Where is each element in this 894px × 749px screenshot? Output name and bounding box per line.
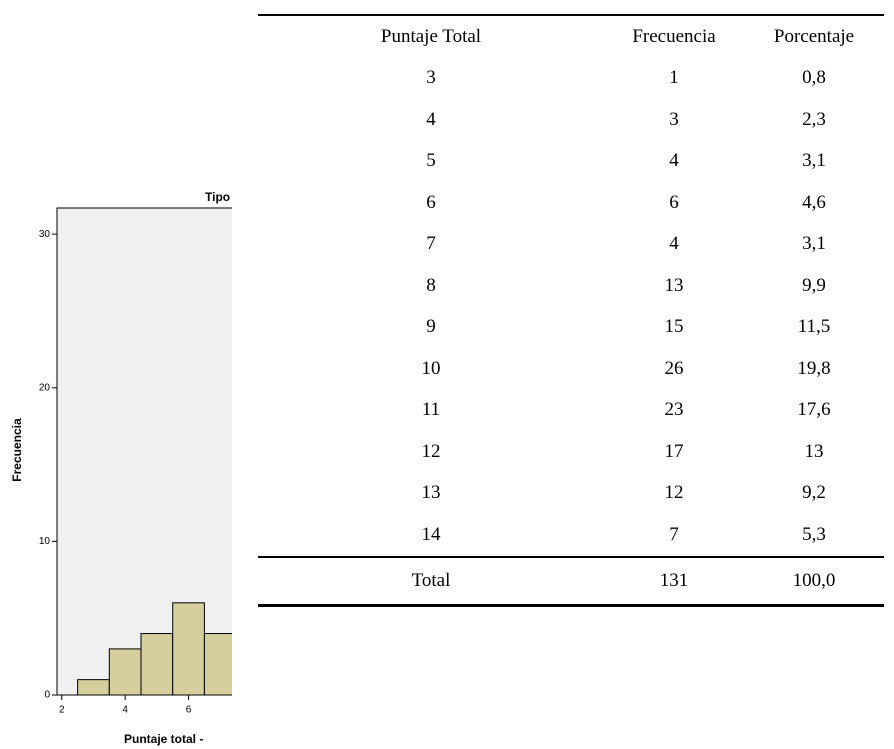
table-row: 6 6 4,6 bbox=[258, 182, 884, 224]
table-cell: 17,6 bbox=[797, 399, 831, 421]
table-row: 14 7 5,3 bbox=[258, 514, 884, 557]
table-cell: 2,3 bbox=[802, 108, 826, 130]
table-cell: 13 bbox=[421, 482, 441, 504]
table-cell: Total bbox=[411, 569, 451, 591]
table-cell: 5,3 bbox=[802, 523, 826, 545]
y-axis-label: Frecuencia bbox=[10, 418, 24, 482]
table-row: 4 3 2,3 bbox=[258, 99, 884, 141]
chart-title: Tipo bbox=[205, 190, 230, 204]
plot-area bbox=[56, 207, 232, 696]
bar bbox=[77, 679, 110, 696]
table-cell: 10 bbox=[421, 357, 441, 379]
header-cell: Puntaje Total bbox=[380, 25, 482, 47]
table-row: 10 26 19,8 bbox=[258, 348, 884, 390]
table-cell: 3,1 bbox=[802, 233, 826, 255]
table-cell: 8 bbox=[426, 274, 436, 296]
x-tick-label: 2 bbox=[59, 705, 65, 716]
table-cell: 6 bbox=[669, 191, 679, 213]
table-row: 3 1 0,8 bbox=[258, 58, 884, 100]
table-cell: 7 bbox=[669, 523, 679, 545]
table-cell: 100,0 bbox=[792, 569, 836, 591]
x-axis-label: Puntaje total - bbox=[124, 732, 203, 746]
x-tick-label: 4 bbox=[122, 705, 128, 716]
histogram: Tipo Frecuencia Puntaje total - 0 10 20 30 2… bbox=[10, 190, 232, 746]
x-tick-label: 6 bbox=[186, 705, 192, 716]
table-cell: 9,2 bbox=[802, 482, 826, 504]
table-row: 7 4 3,1 bbox=[258, 224, 884, 266]
y-tick-label: 20 bbox=[39, 382, 51, 393]
table-cell: 0,8 bbox=[802, 67, 826, 89]
y-tick-label: 10 bbox=[39, 536, 51, 547]
table-cell: 3 bbox=[669, 108, 679, 130]
table-cell: 4 bbox=[669, 233, 679, 255]
table-cell: 1 bbox=[669, 67, 679, 89]
table-cell: 4,6 bbox=[802, 191, 826, 213]
table-cell: 9 bbox=[426, 316, 436, 338]
table-cell: 4 bbox=[426, 108, 436, 130]
table-row: 5 4 3,1 bbox=[258, 141, 884, 183]
table-cell: 15 bbox=[664, 316, 684, 338]
table-cell: 17 bbox=[664, 440, 684, 462]
table-cell: 13 bbox=[664, 274, 684, 296]
table-cell: 12 bbox=[421, 440, 441, 462]
header-row: Puntaje Total Frecuencia Porcentaje bbox=[258, 15, 884, 58]
table-row: 13 12 9,2 bbox=[258, 473, 884, 515]
total: Total 131 100,0 bbox=[258, 556, 884, 605]
table-row: 12 17 13 bbox=[258, 431, 884, 473]
table-row: 9 15 11,5 bbox=[258, 307, 884, 349]
table-cell: 23 bbox=[664, 399, 684, 421]
frequency-table: Puntaje Total Frecuencia Porcentaje 3 1 0,… bbox=[258, 14, 884, 607]
bar bbox=[172, 602, 205, 696]
table-cell: 9,9 bbox=[802, 274, 826, 296]
bar bbox=[140, 633, 174, 696]
table-cell: 26 bbox=[664, 357, 684, 379]
table-cell: 5 bbox=[426, 150, 436, 172]
table-cell: 14 bbox=[421, 523, 441, 545]
table-cell: 11,5 bbox=[797, 316, 831, 338]
table-row: 8 13 9,9 bbox=[258, 265, 884, 307]
bar bbox=[203, 633, 232, 696]
table-row: 11 23 17,6 bbox=[258, 390, 884, 432]
y-tick-label: 30 bbox=[39, 229, 51, 240]
table-cell: 19,8 bbox=[797, 357, 831, 379]
table-cell: 3,1 bbox=[802, 150, 826, 172]
table-cell: 131 bbox=[659, 569, 689, 591]
header-cell: Frecuencia bbox=[632, 25, 716, 47]
y-tick-label: 0 bbox=[44, 690, 50, 701]
header-cell: Porcentaje bbox=[773, 25, 855, 47]
table-cell: 12 bbox=[664, 482, 684, 504]
table-cell: 11 bbox=[421, 399, 441, 421]
table-cell: 4 bbox=[669, 150, 679, 172]
table-cell: 7 bbox=[426, 233, 436, 255]
table-cell: 13 bbox=[804, 440, 824, 462]
bar bbox=[108, 648, 142, 696]
table-cell: 3 bbox=[426, 67, 436, 89]
table-cell: 6 bbox=[426, 191, 436, 213]
